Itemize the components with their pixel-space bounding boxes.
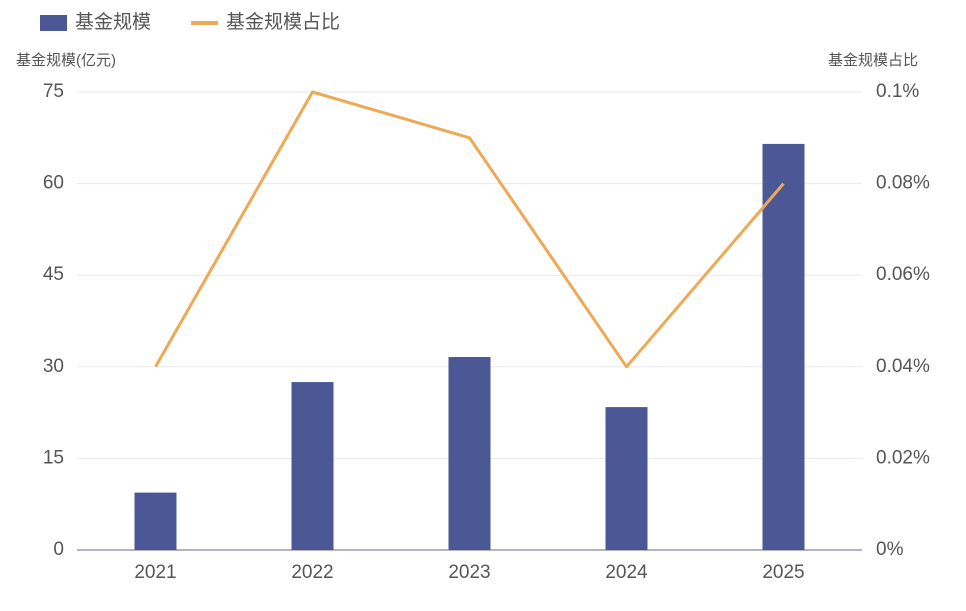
bar	[762, 143, 805, 550]
bar	[605, 407, 648, 550]
y2-tick-label: 0.1%	[876, 81, 919, 102]
x-tick-label: 2021	[134, 562, 176, 583]
y2-tick-label: 0.04%	[876, 356, 930, 377]
y-tick-label: 0	[53, 539, 64, 560]
legend-swatch	[40, 15, 67, 31]
legend-label: 基金规模	[75, 11, 151, 33]
legend-label: 基金规模占比	[226, 11, 340, 33]
bar	[134, 492, 177, 550]
x-tick-label: 2025	[762, 562, 804, 583]
line	[154, 90, 785, 369]
bar	[448, 357, 491, 550]
y-tick-label: 15	[43, 447, 64, 468]
y2-tick-label: 0.06%	[876, 264, 930, 285]
bar	[291, 382, 334, 550]
x-tick-label: 2022	[291, 562, 333, 583]
y-tick-label: 45	[43, 264, 64, 285]
y2-axis-title: 基金规模占比	[828, 52, 918, 69]
y-axis-title: 基金规模(亿元)	[16, 52, 116, 69]
y2-tick-label: 0.02%	[876, 447, 930, 468]
y-tick-label: 60	[43, 173, 64, 194]
y-tick-label: 75	[43, 81, 64, 102]
y2-tick-label: 0.08%	[876, 173, 930, 194]
y-tick-label: 30	[43, 356, 64, 377]
x-tick-label: 2023	[448, 562, 490, 583]
x-tick-label: 2024	[605, 562, 648, 583]
y2-tick-label: 0%	[876, 539, 904, 560]
